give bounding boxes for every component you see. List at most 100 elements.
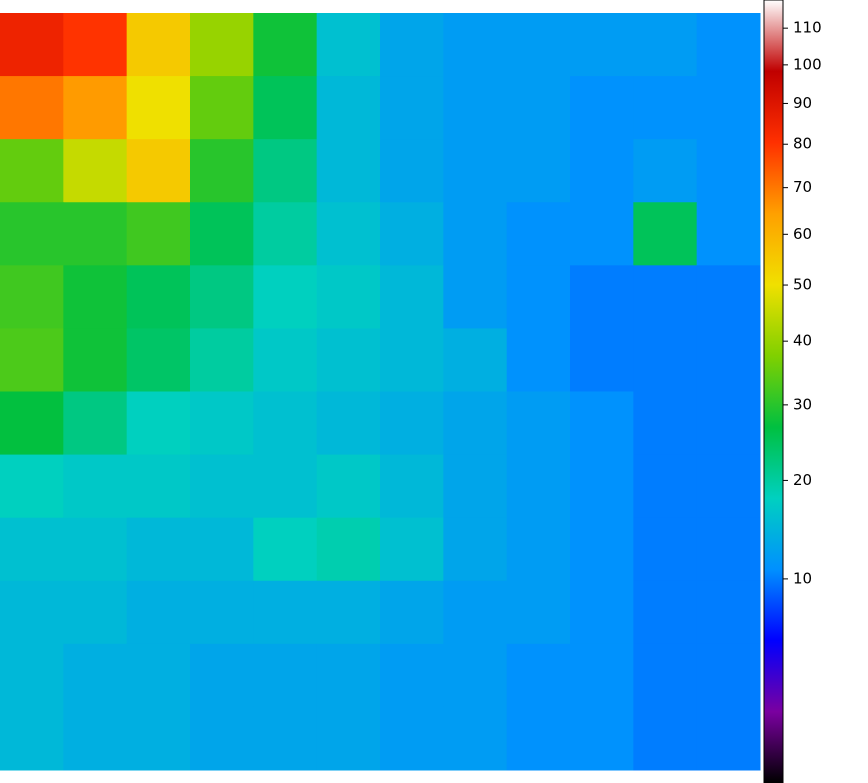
heat-cell bbox=[696, 706, 761, 771]
heat-cell bbox=[380, 202, 444, 266]
heat-cell bbox=[633, 13, 698, 77]
heat-cell bbox=[253, 328, 318, 392]
heat-cell bbox=[190, 328, 254, 392]
heat-cell bbox=[633, 706, 698, 771]
heat-cell bbox=[126, 517, 191, 582]
heat-cell bbox=[506, 706, 571, 771]
heat-cell bbox=[253, 202, 318, 266]
heat-cell bbox=[126, 76, 191, 140]
heat-cell bbox=[633, 454, 698, 519]
heat-cell bbox=[63, 265, 128, 329]
heat-cell bbox=[253, 643, 318, 708]
heat-cell bbox=[443, 265, 508, 329]
heat-cell bbox=[63, 580, 128, 645]
heat-cell bbox=[126, 13, 191, 77]
heat-cell bbox=[316, 328, 381, 392]
heat-cell bbox=[190, 139, 254, 203]
heat-cell bbox=[190, 391, 254, 456]
heat-cell bbox=[696, 328, 761, 392]
heat-cell bbox=[443, 76, 508, 140]
heat-cell bbox=[696, 454, 761, 519]
heat-cell bbox=[63, 643, 128, 708]
heat-cell bbox=[316, 76, 381, 140]
heat-cell bbox=[253, 13, 318, 77]
heat-cell bbox=[0, 139, 64, 203]
heat-cell bbox=[126, 643, 191, 708]
colorbar-tick-label: 110 bbox=[793, 19, 822, 37]
heat-cell bbox=[316, 706, 381, 771]
heat-cell bbox=[506, 454, 571, 519]
heat-cell bbox=[63, 454, 128, 519]
heat-cell bbox=[126, 265, 191, 329]
heat-cell bbox=[506, 391, 571, 456]
heat-cell bbox=[633, 643, 698, 708]
heat-cell bbox=[126, 454, 191, 519]
heat-cell bbox=[253, 139, 318, 203]
heat-cell bbox=[253, 517, 318, 582]
heat-cell bbox=[633, 328, 698, 392]
colorbar-tick-label: 80 bbox=[793, 135, 812, 153]
heat-cell bbox=[190, 643, 254, 708]
heat-cell bbox=[506, 265, 571, 329]
colorbar-tick-label: 60 bbox=[793, 225, 812, 243]
heat-cell bbox=[506, 202, 571, 266]
heat-cell bbox=[570, 643, 634, 708]
heat-cell bbox=[253, 454, 318, 519]
heat-cell bbox=[506, 517, 571, 582]
heat-cell bbox=[633, 265, 698, 329]
heat-cell bbox=[0, 202, 64, 266]
heat-cell bbox=[316, 265, 381, 329]
colorbar bbox=[763, 0, 784, 783]
heat-cell bbox=[696, 76, 761, 140]
heat-cell bbox=[570, 517, 634, 582]
heat-cell bbox=[316, 643, 381, 708]
heat-cell bbox=[253, 706, 318, 771]
heat-cell bbox=[253, 265, 318, 329]
heat-cell bbox=[443, 706, 508, 771]
heat-cell bbox=[506, 580, 571, 645]
heat-cell bbox=[63, 139, 128, 203]
heat-cell bbox=[190, 454, 254, 519]
colorbar-tick-label: 70 bbox=[793, 178, 812, 196]
heat-cell bbox=[443, 139, 508, 203]
heat-cell bbox=[0, 454, 64, 519]
heat-cell bbox=[126, 139, 191, 203]
heat-cell bbox=[570, 202, 634, 266]
heat-cell bbox=[696, 13, 761, 77]
heat-cell bbox=[570, 139, 634, 203]
colorbar-tick-label: 100 bbox=[793, 55, 822, 73]
heat-cell bbox=[126, 706, 191, 771]
heat-cell bbox=[633, 580, 698, 645]
heat-cell bbox=[696, 643, 761, 708]
heat-cell bbox=[380, 454, 444, 519]
heat-cell bbox=[380, 643, 444, 708]
heat-cell bbox=[316, 517, 381, 582]
heat-cell bbox=[380, 139, 444, 203]
heat-cell bbox=[443, 643, 508, 708]
heat-cell bbox=[633, 76, 698, 140]
heat-cell bbox=[316, 139, 381, 203]
colorbar-tick-label: 90 bbox=[793, 94, 812, 112]
heatmap bbox=[0, 13, 761, 771]
heat-cell bbox=[190, 13, 254, 77]
heat-cell bbox=[570, 265, 634, 329]
heat-cell bbox=[190, 517, 254, 582]
heat-cell bbox=[190, 202, 254, 266]
heat-cell bbox=[633, 517, 698, 582]
heat-cell bbox=[126, 391, 191, 456]
heat-cell bbox=[63, 706, 128, 771]
heat-cell bbox=[0, 706, 64, 771]
heat-cell bbox=[63, 202, 128, 266]
heat-cell bbox=[696, 139, 761, 203]
heat-cell bbox=[63, 76, 128, 140]
heat-cell bbox=[506, 76, 571, 140]
colorbar-tick-label: 50 bbox=[793, 276, 812, 294]
heat-cell bbox=[570, 454, 634, 519]
colorbar-tick-label: 40 bbox=[793, 332, 812, 350]
heat-cell bbox=[253, 391, 318, 456]
heat-cell bbox=[696, 580, 761, 645]
heat-cell bbox=[316, 13, 381, 77]
heat-cell bbox=[443, 454, 508, 519]
heat-cell bbox=[380, 706, 444, 771]
